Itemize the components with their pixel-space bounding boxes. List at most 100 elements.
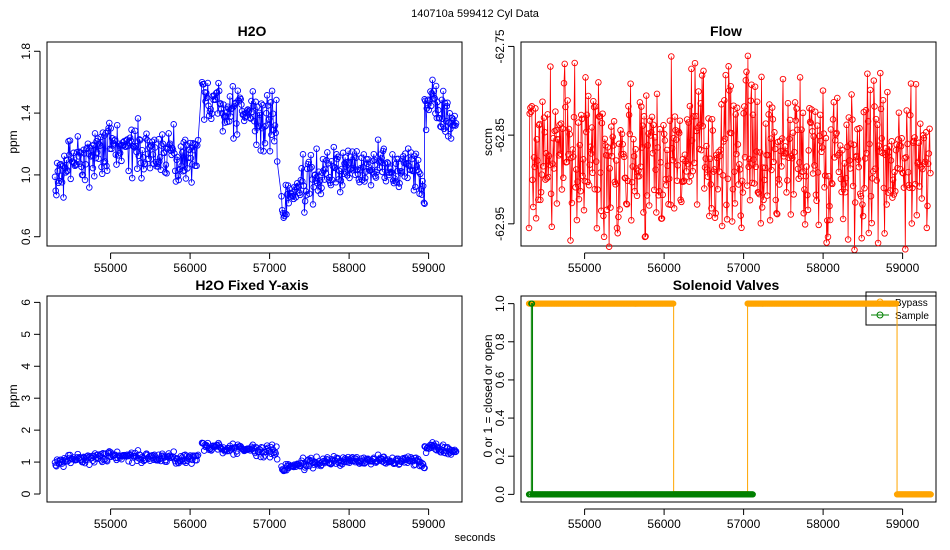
data-point: [170, 121, 177, 128]
data-point: [918, 195, 926, 202]
data-point: [605, 152, 612, 159]
data-point: [690, 113, 697, 120]
data-point: [301, 209, 308, 216]
data-point: [834, 94, 841, 102]
data-point: [345, 159, 353, 167]
data-point: [578, 115, 586, 123]
data-point: [751, 180, 758, 187]
data-point: [547, 190, 555, 198]
data-point: [73, 148, 81, 156]
data-point: [549, 160, 556, 167]
data-point: [138, 146, 146, 154]
data-point: [648, 129, 655, 136]
data-point: [300, 182, 307, 190]
data-point: [668, 53, 675, 60]
data-point: [101, 158, 109, 165]
data-point: [396, 180, 403, 187]
data-point: [128, 174, 136, 182]
data-point: [175, 176, 182, 184]
data-point: [336, 167, 343, 175]
data-point: [699, 122, 707, 130]
chart-panel-h2o-fixed: H2O Fixed Y-axis ppm 55000 56000 57000 5800…: [6, 277, 463, 531]
chart-panel-h2o: H2O ppm 55000 56000 57000 58000 59000 0.6 1.0 1…: [6, 23, 463, 275]
data-point: [364, 160, 371, 168]
data-point: [52, 187, 59, 194]
data-point: [337, 177, 345, 184]
data-point: [179, 149, 186, 156]
data-point: [697, 100, 704, 107]
data-point: [306, 165, 314, 172]
data-point: [409, 167, 417, 174]
data-point: [421, 200, 428, 207]
legend-marker-sample: [876, 311, 884, 319]
data-point: [772, 196, 780, 204]
data-point: [412, 150, 420, 158]
data-point: [361, 178, 368, 185]
data-point: [434, 106, 442, 114]
data-point: [880, 184, 888, 192]
data-point: [840, 181, 848, 188]
data-point: [888, 137, 895, 145]
data-point: [263, 92, 271, 99]
data-point: [723, 201, 730, 209]
data-point: [548, 223, 556, 231]
data-point: [63, 168, 71, 175]
data-point: [908, 220, 916, 227]
data-point: [108, 145, 115, 153]
data-point: [261, 139, 269, 147]
data-point: [615, 213, 622, 221]
data-point: [419, 182, 427, 190]
data-point: [897, 142, 905, 150]
data-point: [873, 177, 880, 184]
data-point: [91, 459, 98, 466]
data-point: [906, 184, 913, 191]
data-point: [790, 191, 797, 198]
series-group: [51, 439, 460, 475]
y-tick-label: 5: [19, 331, 33, 338]
data-point: [825, 172, 833, 180]
data-point: [673, 177, 681, 184]
data-point: [741, 103, 748, 110]
data-point: [444, 99, 451, 107]
data-point: [173, 156, 180, 164]
data-point: [818, 148, 825, 156]
data-point: [384, 159, 391, 166]
data-point: [59, 162, 67, 170]
data-point: [339, 182, 346, 189]
data-point: [736, 161, 743, 168]
data-point: [321, 165, 329, 173]
data-point: [857, 192, 865, 200]
data-point: [441, 99, 448, 107]
data-point: [863, 149, 870, 157]
data-point: [711, 214, 719, 221]
data-point: [263, 109, 270, 117]
data-point: [410, 187, 418, 194]
data-point: [841, 188, 849, 196]
data-point: [839, 215, 847, 223]
data-point: [628, 178, 636, 186]
data-point: [643, 192, 651, 199]
data-point: [927, 491, 934, 498]
data-point: [588, 124, 596, 131]
data-point: [619, 140, 626, 148]
data-point: [581, 177, 589, 185]
data-point: [807, 119, 815, 127]
data-point: [731, 200, 739, 207]
figure-suptitle: 140710a 599412 Cyl Data: [411, 8, 540, 20]
data-point: [656, 125, 664, 133]
data-point: [798, 126, 805, 134]
data-point: [261, 123, 268, 131]
data-point: [362, 168, 370, 175]
data-point: [749, 491, 756, 498]
data-point: [805, 147, 812, 154]
data-point: [620, 153, 628, 161]
data-point: [708, 115, 716, 123]
data-point: [721, 135, 729, 142]
x-tick-label: 56000: [173, 261, 207, 275]
data-point: [573, 216, 581, 224]
data-point: [96, 142, 104, 150]
data-point: [134, 115, 142, 122]
data-point: [442, 128, 449, 135]
data-point: [555, 136, 562, 143]
data-point: [854, 156, 862, 163]
